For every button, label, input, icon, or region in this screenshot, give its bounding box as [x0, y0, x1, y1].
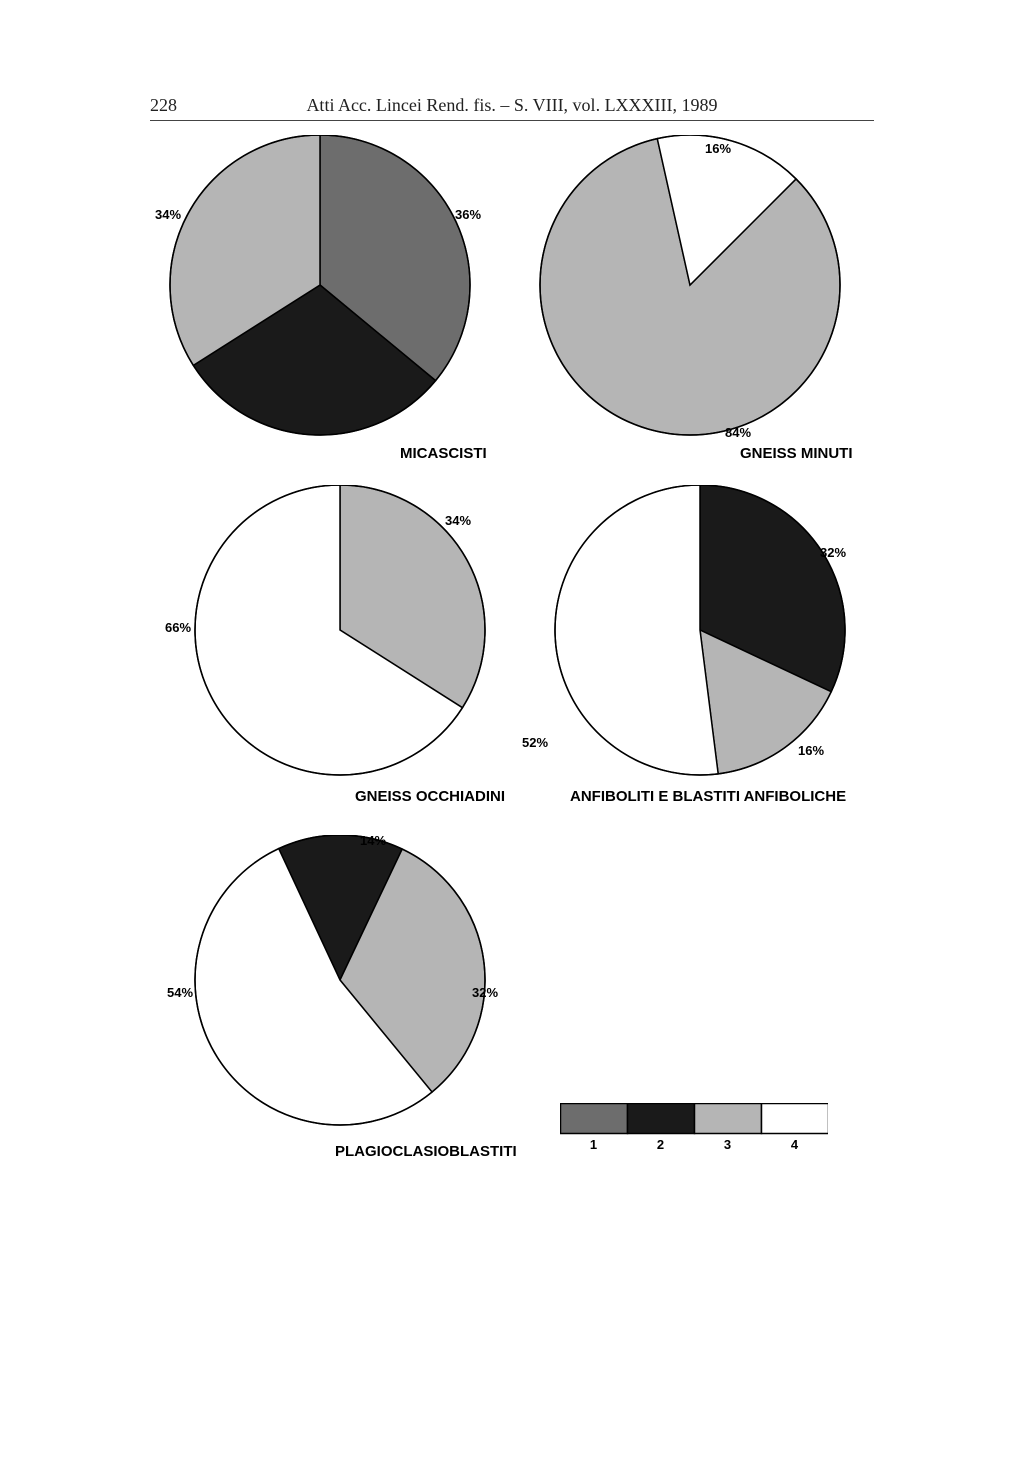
slice-label: 16% — [798, 743, 824, 758]
pie-chart-micascisti: 36% 34% MICASCISTI — [145, 135, 495, 465]
legend-swatch — [628, 1104, 695, 1134]
chart-title: MICASCISTI — [400, 445, 487, 462]
pie-svg — [170, 835, 510, 1155]
page-header: 228 Atti Acc. Lincei Rend. fis. – S. VII… — [150, 95, 874, 121]
pie-chart-anfiboliti: 32%16%52%ANFIBOLITI E BLASTITI ANFIBOLIC… — [530, 485, 870, 805]
pie-svg — [515, 135, 865, 465]
legend-label: 2 — [627, 1137, 694, 1152]
pie-chart-gneiss_occhiadini: 34%66%GNEISS OCCHIADINI — [170, 485, 510, 805]
slice-label: 84% — [725, 425, 751, 440]
legend: 1234 — [560, 1103, 828, 1155]
slice-label: 66% — [165, 620, 191, 635]
chart-title: ANFIBOLITI E BLASTITI ANFIBOLICHE — [570, 788, 846, 805]
slice-label: 16% — [705, 141, 731, 156]
legend-label: 1 — [560, 1137, 627, 1152]
slice-label: 32% — [820, 545, 846, 560]
slice-label: 34% — [155, 207, 181, 222]
pie-slice — [555, 485, 718, 775]
running-head: Atti Acc. Lincei Rend. fis. – S. VIII, v… — [150, 95, 874, 116]
legend-swatch — [762, 1104, 829, 1134]
slice-label: 32% — [472, 985, 498, 1000]
slice-label: 54% — [167, 985, 193, 1000]
chart-title: PLAGIOCLASIOBLASTITI — [335, 1143, 517, 1160]
legend-swatch — [561, 1104, 628, 1134]
pie-chart-plagioclasioblastiti: 14%32%54%PLAGIOCLASIOBLASTITI — [170, 835, 510, 1155]
legend-swatches — [560, 1103, 828, 1135]
chart-title: GNEISS MINUTI — [740, 445, 853, 462]
page: 228 Atti Acc. Lincei Rend. fis. – S. VII… — [0, 0, 1024, 1479]
slice-label: 36% — [455, 207, 481, 222]
pie-chart-gneiss_minuti: 84% 16% GNEISS MINUTI — [515, 135, 865, 465]
slice-label: 34% — [445, 513, 471, 528]
legend-label: 4 — [761, 1137, 828, 1152]
chart-title: GNEISS OCCHIADINI — [355, 788, 505, 805]
slice-label: 14% — [360, 833, 386, 848]
pie-svg — [145, 135, 495, 465]
slice-label: 52% — [522, 735, 548, 750]
pie-svg — [170, 485, 510, 805]
legend-swatch — [695, 1104, 762, 1134]
figure-area: 36%34%MICASCISTI84%16%GNEISS MINUTI34%66… — [150, 135, 874, 1185]
legend-label: 3 — [694, 1137, 761, 1152]
